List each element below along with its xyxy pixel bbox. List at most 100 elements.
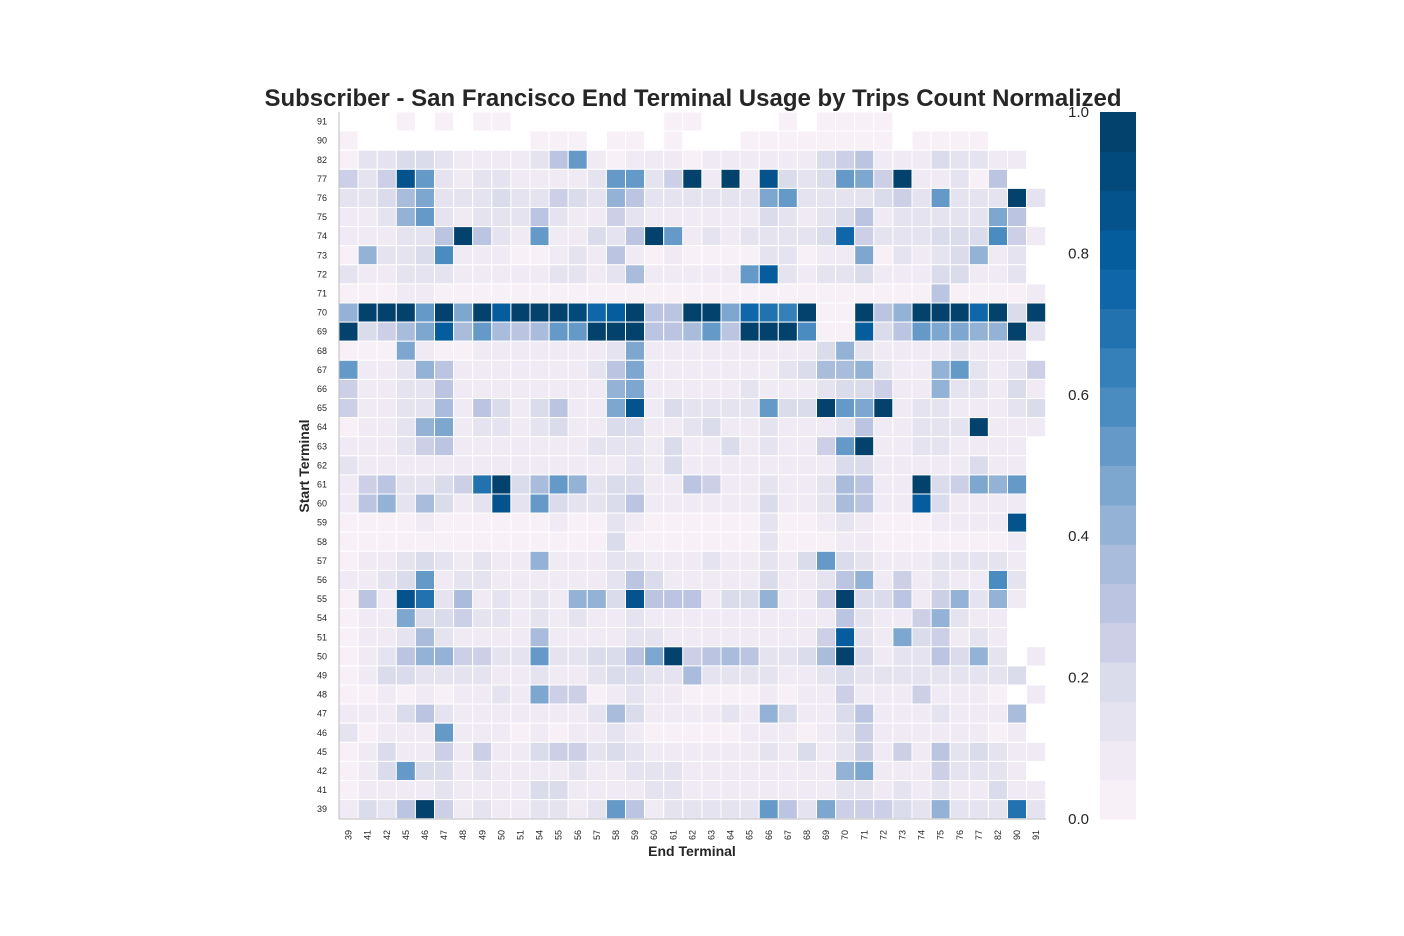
heatmap-cell-63-46 — [414, 436, 435, 457]
heatmap-cell-72-76 — [949, 264, 970, 285]
heatmap-cell-71-68 — [796, 283, 818, 304]
heatmap-cell-47-72 — [873, 703, 894, 724]
heatmap-cell-65-60 — [644, 398, 665, 419]
heatmap-cell-64-60 — [644, 417, 665, 438]
heatmap-cell-73-46 — [414, 245, 435, 266]
heatmap-cell-74-74 — [911, 226, 932, 247]
heatmap-cell-51-58 — [605, 627, 627, 648]
heatmap-cell-70-72 — [873, 302, 894, 323]
heatmap-cell-45-73 — [892, 741, 913, 762]
heatmap-cell-49-42 — [376, 665, 397, 686]
heatmap-cell-51-63 — [701, 627, 722, 648]
heatmap-cell-41-75 — [930, 780, 951, 801]
heatmap-cell-50-61 — [663, 646, 684, 667]
heatmap-cell-42-51 — [510, 760, 531, 782]
heatmap-cell-70-56 — [567, 302, 588, 323]
heatmap-cell-41-62 — [682, 780, 703, 801]
y-axis-label: Start Terminal — [296, 419, 312, 512]
heatmap-cell-65-67 — [777, 398, 798, 419]
heatmap-cell-54-49 — [472, 608, 493, 629]
heatmap-cell-74-76 — [949, 226, 970, 247]
heatmap-cell-45-63 — [701, 741, 722, 762]
heatmap-cell-41-74 — [911, 780, 932, 801]
heatmap-cell-73-73 — [892, 245, 913, 266]
heatmap-cell-65-72 — [873, 398, 894, 419]
heatmap-cell-90-69 — [816, 130, 837, 151]
heatmap-cell-59-64 — [720, 512, 741, 533]
heatmap-cell-68-76 — [949, 340, 970, 361]
heatmap-cell-72-73 — [892, 264, 913, 285]
heatmap-cell-61-41 — [357, 474, 378, 495]
heatmap-cell-71-73 — [892, 283, 913, 304]
heatmap-cell-50-66 — [758, 646, 779, 667]
chart-title: Subscriber - San Francisco End Terminal … — [264, 85, 1121, 112]
heatmap-cell-51-62 — [682, 627, 703, 648]
heatmap-cell-56-68 — [796, 569, 818, 591]
heatmap-cell-41-41 — [357, 780, 378, 801]
heatmap-cell-71-48 — [453, 283, 474, 304]
heatmap-cell-67-50 — [491, 359, 512, 380]
heatmap-cell-39-90 — [1007, 799, 1028, 820]
heatmap-cell-62-55 — [548, 455, 569, 476]
heatmap-cell-47-39 — [338, 703, 359, 724]
heatmap-cell-51-39 — [338, 627, 359, 648]
colorbar-segment — [1100, 308, 1136, 349]
heatmap-cell-73-71 — [854, 245, 875, 266]
heatmap-cell-57-77 — [968, 550, 989, 571]
heatmap-cell-49-90 — [1007, 665, 1028, 686]
heatmap-cell-60-51 — [510, 493, 531, 514]
heatmap-cell-62-57 — [586, 455, 607, 476]
heatmap-cell-71-91 — [1026, 283, 1047, 304]
heatmap-cell-82-76 — [949, 149, 970, 170]
heatmap-cell-82-75 — [930, 149, 951, 170]
heatmap-cell-62-75 — [930, 455, 951, 476]
y-tick-label: 77 — [317, 174, 327, 184]
y-tick-label: 48 — [317, 690, 327, 700]
heatmap-cell-61-72 — [873, 474, 894, 495]
heatmap-cell-51-67 — [777, 627, 798, 648]
heatmap-cell-71-51 — [510, 283, 531, 304]
heatmap-cell-65-59 — [625, 398, 646, 419]
heatmap-cell-67-55 — [548, 359, 569, 380]
heatmap-cell-71-90 — [1007, 283, 1028, 304]
heatmap-cell-74-46 — [414, 226, 435, 247]
heatmap-cell-73-59 — [625, 245, 646, 266]
heatmap-cell-48-47 — [434, 684, 455, 705]
heatmap-cell-82-56 — [567, 149, 588, 170]
heatmap-cell-66-74 — [911, 378, 932, 399]
heatmap-cell-65-56 — [567, 398, 588, 419]
heatmap-cell-77-47 — [434, 168, 455, 189]
heatmap-cell-61-48 — [453, 474, 474, 495]
heatmap-cell-77-51 — [510, 168, 531, 189]
heatmap-cell-54-71 — [854, 608, 875, 629]
heatmap-cell-75-58 — [605, 207, 627, 228]
heatmap-cell-42-67 — [777, 760, 798, 782]
heatmap-cell-42-59 — [625, 760, 646, 782]
heatmap-cell-62-58 — [605, 455, 627, 476]
heatmap-cell-54-48 — [453, 608, 474, 629]
heatmap-cell-39-55 — [548, 799, 569, 820]
heatmap-cell-69-62 — [682, 321, 703, 342]
heatmap-cell-49-61 — [663, 665, 684, 686]
heatmap-cell-73-60 — [644, 245, 665, 266]
heatmap-cell-55-41 — [357, 589, 378, 610]
x-tick-label: 73 — [897, 830, 907, 840]
y-tick-label: 39 — [317, 804, 327, 814]
heatmap-cell-77-50 — [491, 168, 512, 189]
heatmap-cell-57-56 — [567, 550, 588, 571]
heatmap-cell-76-91 — [1026, 187, 1047, 208]
heatmap-cell-64-59 — [625, 417, 646, 438]
x-tick-label: 60 — [649, 830, 659, 840]
heatmap-cell-61-46 — [414, 474, 435, 495]
heatmap-cell-57-59 — [625, 550, 646, 571]
heatmap-cell-65-39 — [338, 398, 359, 419]
heatmap-cell-74-70 — [835, 226, 856, 247]
heatmap-cell-64-55 — [548, 417, 569, 438]
heatmap-cell-74-91 — [1026, 226, 1047, 247]
colorbar-tick-label: 0.0 — [1068, 811, 1089, 828]
heatmap-cell-62-48 — [453, 455, 474, 476]
heatmap-cell-70-70 — [835, 302, 856, 323]
heatmap-cell-41-42 — [376, 780, 397, 801]
heatmap-cell-71-57 — [586, 283, 607, 304]
heatmap-cell-70-42 — [376, 302, 397, 323]
